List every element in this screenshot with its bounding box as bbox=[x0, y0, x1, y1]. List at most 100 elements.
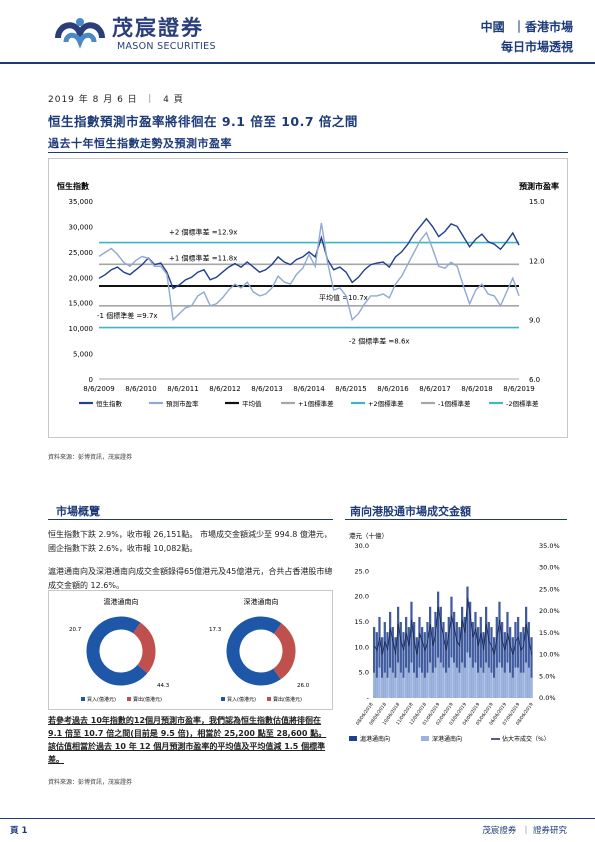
donut-panel: 滬港通南向 20.7 44.3 買入(億港元) 賣出(億港元) 深港通南向 17.3 26.0… bbox=[48, 590, 333, 710]
y-right-tick-label: 12.0 bbox=[529, 257, 545, 265]
bar-hk-southbound bbox=[378, 616, 381, 698]
legend-swatch bbox=[81, 697, 85, 701]
page-title: 恒生指數預測市盈率將徘徊在 9.1 倍至 10.7 倍之間 bbox=[48, 114, 358, 129]
bar-hk-southbound bbox=[429, 606, 432, 698]
y-left-tick-label: 15.0 bbox=[355, 618, 369, 626]
bar-hk-southbound bbox=[445, 632, 448, 698]
bar-hk-southbound bbox=[466, 586, 469, 698]
bar-hk-southbound bbox=[383, 622, 386, 698]
bar-sz-southbound bbox=[485, 662, 488, 698]
y-left-tick-label: 20,000 bbox=[69, 274, 94, 282]
y-right-tick-label: 9.0 bbox=[529, 317, 540, 325]
bar-hk-southbound bbox=[373, 627, 376, 698]
bar-hk-southbound bbox=[493, 637, 496, 698]
bar-hk-southbound bbox=[463, 616, 466, 698]
bar-sz-southbound bbox=[474, 662, 477, 698]
legend-label: 平均值 bbox=[242, 399, 262, 408]
x-tick-label: 8/6/2010 bbox=[125, 385, 156, 393]
donut-buy-label: 44.3 bbox=[157, 683, 170, 689]
bar-sz-southbound bbox=[525, 662, 528, 698]
bar-hk-southbound bbox=[381, 637, 384, 698]
series-line bbox=[98, 217, 520, 290]
turnover-section-divider bbox=[345, 519, 567, 520]
bar-hk-southbound bbox=[421, 627, 424, 698]
donut-slice bbox=[86, 616, 156, 686]
legend-label: +2個標準差 bbox=[368, 399, 404, 408]
y-left-tick-label: 30.0 bbox=[355, 542, 369, 550]
y-right-tick-label: 0.0% bbox=[539, 694, 556, 702]
bar-sz-southbound bbox=[527, 667, 530, 698]
bar-sz-southbound bbox=[386, 677, 389, 698]
bar-hk-southbound bbox=[503, 632, 506, 698]
bar-hk-southbound bbox=[495, 616, 498, 698]
bar-sz-southbound bbox=[437, 657, 440, 698]
bar-sz-southbound bbox=[418, 667, 421, 698]
bar-sz-southbound bbox=[391, 672, 394, 698]
reference-line-label: +1 個標準差 =11.8x bbox=[169, 253, 237, 262]
bar-sz-southbound bbox=[378, 667, 381, 698]
bar-hk-southbound bbox=[485, 606, 488, 698]
bar-hk-southbound bbox=[461, 606, 464, 698]
bar-sz-southbound bbox=[487, 667, 490, 698]
bar-sz-southbound bbox=[383, 672, 386, 698]
bar-hk-southbound bbox=[498, 601, 501, 698]
bar-sz-southbound bbox=[381, 677, 384, 698]
x-tick-label: 8/6/2009 bbox=[83, 385, 114, 393]
bar-sz-southbound bbox=[426, 672, 429, 698]
bar-hk-southbound bbox=[375, 632, 378, 698]
bar-sz-southbound bbox=[445, 672, 448, 698]
y-right-tick-label: 15.0% bbox=[539, 629, 560, 637]
bar-sz-southbound bbox=[394, 677, 397, 698]
bar-sz-southbound bbox=[429, 662, 432, 698]
turnover-chart: 港元（十億） - 5.0 10.0 15.0 20.0 25.0 30.0 0.0% 5.0% 10… bbox=[349, 531, 560, 743]
section-divider bbox=[48, 152, 568, 153]
bar-sz-southbound bbox=[522, 672, 525, 698]
bar-hk-southbound bbox=[431, 627, 434, 698]
hsi-pe-chart-frame: 恒生指數 預測市盈率 0 5,000 10,000 15,000 20,000 25,000 3… bbox=[48, 158, 568, 438]
bar-hk-southbound bbox=[527, 622, 530, 698]
bar-hk-southbound bbox=[455, 622, 458, 698]
bar-hk-southbound bbox=[434, 611, 437, 698]
bar-hk-southbound bbox=[402, 632, 405, 698]
bar-sz-southbound bbox=[506, 662, 509, 698]
bar-sz-southbound bbox=[439, 662, 442, 698]
bar-sz-southbound bbox=[463, 667, 466, 698]
y-left-tick-label: 25.0 bbox=[355, 567, 369, 575]
bar-sz-southbound bbox=[450, 657, 453, 698]
bar-sz-southbound bbox=[373, 672, 376, 698]
header-divider bbox=[0, 62, 595, 64]
y-left-tick-label: 10,000 bbox=[69, 325, 94, 333]
bar-hk-southbound bbox=[469, 601, 472, 698]
bar-sz-southbound bbox=[530, 677, 533, 698]
bar-hk-southbound bbox=[519, 632, 522, 698]
bar-sz-southbound bbox=[503, 672, 506, 698]
bar-hk-southbound bbox=[391, 627, 394, 698]
footer-divider bbox=[0, 818, 595, 819]
x-tick-label: 8/6/2012 bbox=[209, 385, 240, 393]
chart-section-title: 過去十年恒生指數走勢及預測市盈率 bbox=[48, 137, 232, 150]
bar-hk-southbound bbox=[394, 637, 397, 698]
bar-sz-southbound bbox=[423, 677, 426, 698]
market-section-title: 市場概覽 bbox=[56, 505, 100, 518]
reference-line-label: 平均值 =10.7x bbox=[319, 293, 368, 302]
bar-hk-southbound bbox=[389, 611, 392, 698]
series-line bbox=[98, 222, 520, 322]
bar-sz-southbound bbox=[482, 672, 485, 698]
bar-hk-southbound bbox=[439, 606, 442, 698]
bar-sz-southbound bbox=[431, 672, 434, 698]
bar-sz-southbound bbox=[455, 667, 458, 698]
legend-swatch bbox=[421, 736, 429, 741]
bar-hk-southbound bbox=[511, 637, 514, 698]
bar-sz-southbound bbox=[421, 672, 424, 698]
bar-sz-southbound bbox=[490, 672, 493, 698]
y-left-tick-label: 5.0 bbox=[359, 669, 369, 677]
bar-sz-southbound bbox=[434, 667, 437, 698]
bar-sz-southbound bbox=[397, 662, 400, 698]
legend-label: 賣出(億港元) bbox=[273, 696, 302, 703]
bar-hk-southbound bbox=[487, 622, 490, 698]
bar-sz-southbound bbox=[407, 672, 410, 698]
page-number: 頁 1 bbox=[10, 826, 28, 836]
y-right-tick-label: 35.0% bbox=[539, 542, 560, 550]
hsi-pe-chart: 恒生指數 預測市盈率05,00010,00015,00020,00025,0003… bbox=[57, 181, 559, 408]
bar-sz-southbound bbox=[498, 662, 501, 698]
